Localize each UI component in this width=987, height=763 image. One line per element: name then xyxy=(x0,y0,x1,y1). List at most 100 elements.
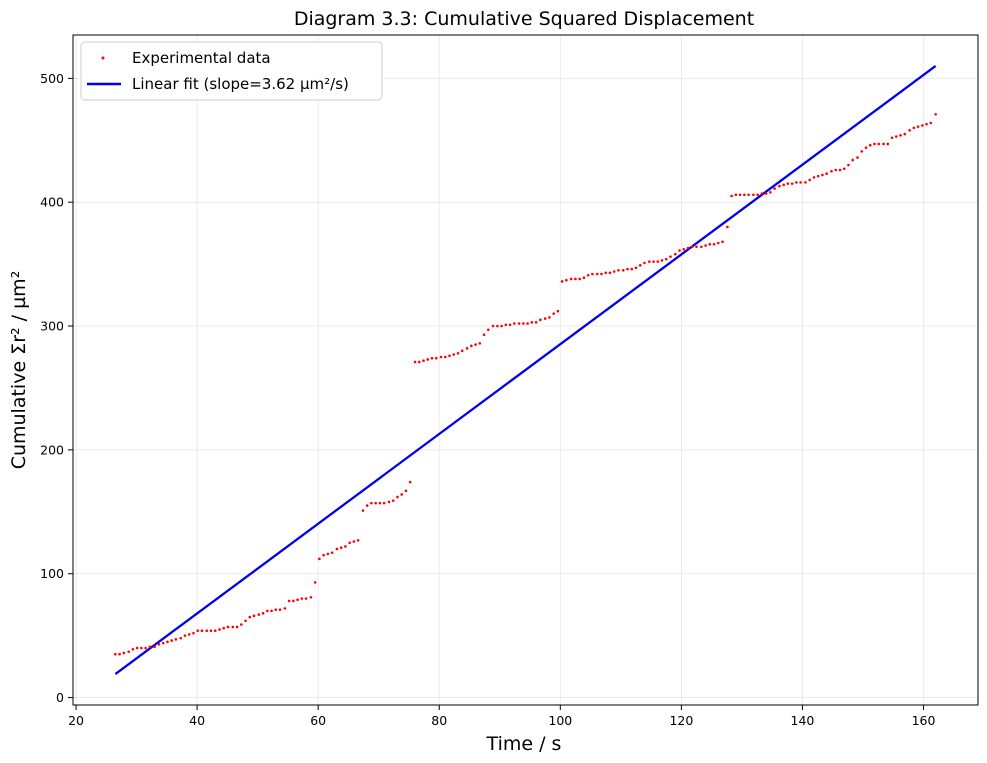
data-point xyxy=(678,249,681,252)
data-point xyxy=(278,608,282,611)
data-point xyxy=(257,613,261,616)
data-point xyxy=(387,500,391,504)
data-point xyxy=(304,597,308,600)
data-point xyxy=(743,193,746,197)
data-point xyxy=(925,122,928,126)
data-point xyxy=(686,246,690,250)
data-point xyxy=(864,146,868,149)
data-point xyxy=(851,158,854,162)
data-point xyxy=(248,615,252,619)
data-point xyxy=(313,581,317,584)
data-point xyxy=(626,267,629,271)
data-point xyxy=(118,652,121,656)
data-point xyxy=(174,638,178,641)
data-point xyxy=(213,629,217,632)
data-point xyxy=(730,194,733,198)
data-point xyxy=(778,184,781,188)
data-point xyxy=(617,269,620,272)
data-point xyxy=(669,255,672,258)
data-point xyxy=(582,276,586,280)
data-point xyxy=(782,183,785,187)
data-point xyxy=(296,598,299,602)
data-point xyxy=(434,356,438,360)
data-point xyxy=(474,343,477,346)
data-point xyxy=(595,272,599,276)
x-tick-label: 120 xyxy=(669,713,693,728)
data-point xyxy=(682,247,686,251)
data-point xyxy=(179,636,183,640)
chart-title: Diagram 3.3: Cumulative Squared Displace… xyxy=(294,8,754,30)
data-point xyxy=(717,241,720,245)
data-point xyxy=(422,359,425,363)
data-point xyxy=(500,324,503,328)
data-point xyxy=(170,639,173,642)
data-point xyxy=(374,501,377,505)
data-point xyxy=(903,132,907,136)
data-point xyxy=(309,595,313,599)
data-point xyxy=(187,633,191,636)
data-point xyxy=(430,356,434,360)
data-point xyxy=(283,607,287,610)
legend-marker-points xyxy=(101,56,105,60)
data-point xyxy=(465,347,469,350)
data-point xyxy=(361,509,365,512)
data-point xyxy=(912,126,916,130)
scatter-points xyxy=(114,112,937,656)
data-point xyxy=(270,609,273,613)
y-tick-label: 300 xyxy=(40,319,64,334)
data-point xyxy=(790,182,794,185)
data-point xyxy=(539,318,542,322)
data-point xyxy=(448,354,451,358)
x-tick-label: 100 xyxy=(548,713,572,728)
data-point xyxy=(638,264,642,267)
data-point xyxy=(838,168,842,172)
data-point xyxy=(322,553,325,557)
data-point xyxy=(656,260,660,263)
data-point xyxy=(591,272,594,276)
data-point xyxy=(530,321,534,324)
data-point xyxy=(382,501,386,505)
data-point xyxy=(426,358,430,361)
data-point xyxy=(760,192,764,195)
data-point xyxy=(318,557,321,561)
data-point xyxy=(647,260,651,263)
data-point xyxy=(222,626,226,630)
data-point xyxy=(335,547,339,551)
data-point xyxy=(192,631,195,635)
data-point xyxy=(721,240,724,244)
data-point xyxy=(804,181,807,184)
data-point xyxy=(300,597,304,600)
data-point xyxy=(921,124,924,127)
data-point xyxy=(812,176,816,179)
data-point xyxy=(452,353,456,356)
data-point xyxy=(370,501,373,505)
data-point xyxy=(856,156,859,159)
x-tick-label: 60 xyxy=(310,713,326,728)
data-point xyxy=(330,551,334,554)
data-point xyxy=(660,259,664,262)
legend: Experimental data Linear fit (slope=3.62… xyxy=(80,41,383,101)
data-point xyxy=(205,629,209,632)
fit-line-layer xyxy=(114,65,937,675)
data-point xyxy=(522,322,525,325)
y-tick-label: 100 xyxy=(40,566,64,581)
data-point xyxy=(348,541,351,545)
data-point xyxy=(326,552,330,556)
data-point xyxy=(795,181,798,184)
data-point xyxy=(882,142,885,146)
data-point xyxy=(196,629,200,632)
y-axis-label: Cumulative Σr² / µm² xyxy=(8,271,30,470)
data-point xyxy=(404,489,408,493)
data-point xyxy=(239,623,243,626)
data-point xyxy=(816,174,820,178)
fit-line xyxy=(114,65,937,675)
data-point xyxy=(842,167,846,171)
x-tick-label: 140 xyxy=(791,713,815,728)
data-point xyxy=(612,270,616,273)
data-point xyxy=(548,316,551,319)
data-point xyxy=(131,647,135,651)
data-point xyxy=(608,271,612,275)
data-point xyxy=(821,173,824,177)
data-point xyxy=(140,646,143,650)
